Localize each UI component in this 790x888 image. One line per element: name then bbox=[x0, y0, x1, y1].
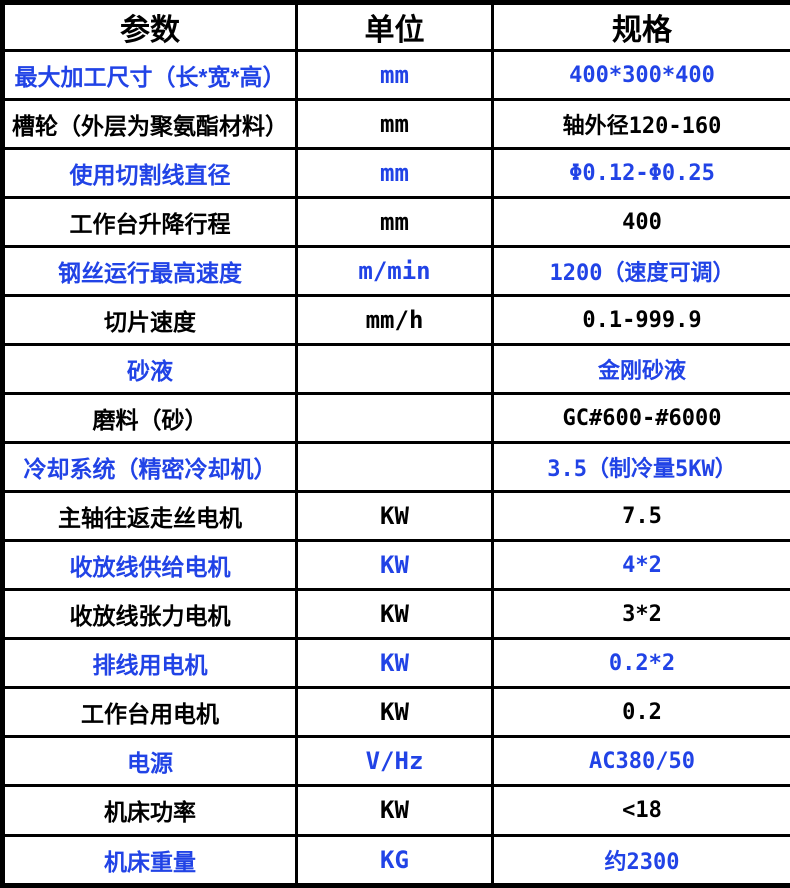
unit-cell: KW bbox=[295, 686, 494, 739]
table-row: 工作台用电机 KW 0.2 bbox=[1, 686, 790, 739]
table-row: 主轴往返走丝电机 KW 7.5 bbox=[1, 490, 790, 543]
spec-cell: GC#600-#6000 bbox=[491, 392, 790, 445]
unit-cell: mm bbox=[295, 48, 494, 102]
param-cell: 冷却系统（精密冷却机） bbox=[1, 441, 298, 494]
param-cell: 槽轮（外层为聚氨酯材料） bbox=[1, 98, 298, 151]
header-unit: 单位 bbox=[295, 1, 494, 52]
param-cell: 收放线张力电机 bbox=[1, 588, 298, 641]
table-row: 冷却系统（精密冷却机） 3.5（制冷量5KW） bbox=[1, 441, 790, 494]
table-row: 收放线供给电机 KW 4*2 bbox=[1, 539, 790, 592]
spec-cell: Φ0.12-Φ0.25 bbox=[491, 147, 790, 200]
table-row: 收放线张力电机 KW 3*2 bbox=[1, 588, 790, 641]
unit-cell: mm bbox=[295, 196, 494, 249]
spec-table-body: 最大加工尺寸（长*宽*高） mm 400*300*400 槽轮（外层为聚氨酯材料… bbox=[1, 48, 790, 887]
table-row: 槽轮（外层为聚氨酯材料） mm 轴外径120-160 bbox=[1, 98, 790, 151]
unit-cell: V/Hz bbox=[295, 735, 494, 788]
spec-cell: 0.1-999.9 bbox=[491, 294, 790, 347]
unit-cell: KG bbox=[295, 833, 494, 887]
table-row: 磨料（砂） GC#600-#6000 bbox=[1, 392, 790, 445]
spec-cell: 轴外径120-160 bbox=[491, 98, 790, 151]
spec-cell: 7.5 bbox=[491, 490, 790, 543]
header-spec: 规格 bbox=[491, 1, 790, 52]
param-cell: 使用切割线直径 bbox=[1, 147, 298, 200]
param-cell: 砂液 bbox=[1, 343, 298, 396]
unit-cell: KW bbox=[295, 637, 494, 690]
param-cell: 工作台升降行程 bbox=[1, 196, 298, 249]
unit-cell: m/min bbox=[295, 245, 494, 298]
spec-cell: 1200（速度可调） bbox=[491, 245, 790, 298]
param-cell: 主轴往返走丝电机 bbox=[1, 490, 298, 543]
spec-cell: 0.2 bbox=[491, 686, 790, 739]
table-row: 工作台升降行程 mm 400 bbox=[1, 196, 790, 249]
unit-cell: mm/h bbox=[295, 294, 494, 347]
param-cell: 最大加工尺寸（长*宽*高） bbox=[1, 48, 298, 102]
spec-cell: 400*300*400 bbox=[491, 48, 790, 102]
param-cell: 机床重量 bbox=[1, 833, 298, 887]
unit-cell: mm bbox=[295, 147, 494, 200]
unit-cell: KW bbox=[295, 588, 494, 641]
unit-cell: KW bbox=[295, 490, 494, 543]
spec-cell: AC380/50 bbox=[491, 735, 790, 788]
spec-cell: 3*2 bbox=[491, 588, 790, 641]
param-cell: 排线用电机 bbox=[1, 637, 298, 690]
unit-cell: KW bbox=[295, 539, 494, 592]
table-row: 钢丝运行最高速度 m/min 1200（速度可调） bbox=[1, 245, 790, 298]
unit-cell bbox=[295, 441, 494, 494]
table-row: 最大加工尺寸（长*宽*高） mm 400*300*400 bbox=[1, 48, 790, 102]
table-row: 排线用电机 KW 0.2*2 bbox=[1, 637, 790, 690]
header-row: 参数 单位 规格 bbox=[1, 1, 790, 52]
spec-cell: <18 bbox=[491, 784, 790, 837]
spec-cell: 4*2 bbox=[491, 539, 790, 592]
table-row: 机床重量 KG 约2300 bbox=[1, 833, 790, 887]
unit-cell bbox=[295, 343, 494, 396]
spec-table-head: 参数 单位 规格 bbox=[1, 1, 790, 52]
param-cell: 切片速度 bbox=[1, 294, 298, 347]
spec-cell: 约2300 bbox=[491, 833, 790, 887]
spec-cell: 0.2*2 bbox=[491, 637, 790, 690]
unit-cell: mm bbox=[295, 98, 494, 151]
param-cell: 钢丝运行最高速度 bbox=[1, 245, 298, 298]
table-row: 使用切割线直径 mm Φ0.12-Φ0.25 bbox=[1, 147, 790, 200]
table-row: 机床功率 KW <18 bbox=[1, 784, 790, 837]
table-row: 电源 V/Hz AC380/50 bbox=[1, 735, 790, 788]
spec-cell: 3.5（制冷量5KW） bbox=[491, 441, 790, 494]
spec-cell: 400 bbox=[491, 196, 790, 249]
unit-cell: KW bbox=[295, 784, 494, 837]
param-cell: 收放线供给电机 bbox=[1, 539, 298, 592]
spec-cell: 金刚砂液 bbox=[491, 343, 790, 396]
unit-cell bbox=[295, 392, 494, 445]
param-cell: 磨料（砂） bbox=[1, 392, 298, 445]
header-param: 参数 bbox=[1, 1, 298, 52]
param-cell: 工作台用电机 bbox=[1, 686, 298, 739]
table-row: 切片速度 mm/h 0.1-999.9 bbox=[1, 294, 790, 347]
param-cell: 电源 bbox=[1, 735, 298, 788]
table-row: 砂液 金刚砂液 bbox=[1, 343, 790, 396]
param-cell: 机床功率 bbox=[1, 784, 298, 837]
